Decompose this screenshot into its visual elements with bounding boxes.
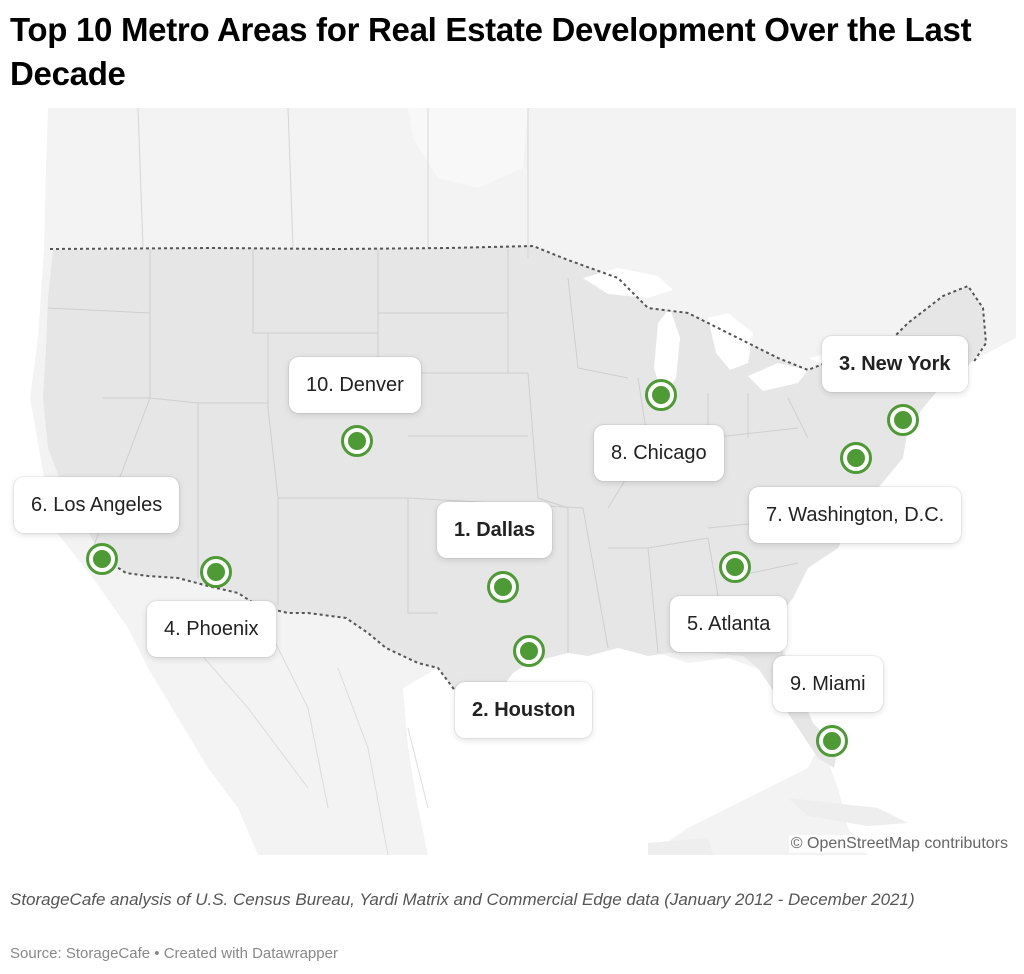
yucatan-tip <box>648 838 713 855</box>
label-chicago[interactable]: 8. Chicago <box>594 425 724 481</box>
lake-superior <box>583 268 673 298</box>
source-created[interactable]: Created with Datawrapper <box>163 945 338 962</box>
marker-dot <box>823 732 841 750</box>
marker-houston[interactable] <box>513 635 545 667</box>
label-dallas[interactable]: 1. Dallas <box>437 502 553 558</box>
source-separator: • <box>150 945 164 962</box>
source-prefix: Source: <box>10 945 66 962</box>
chart-notes: StorageCafe analysis of U.S. Census Bure… <box>10 890 915 909</box>
lake-huron <box>708 313 753 370</box>
pacific-ocean <box>8 398 258 855</box>
label-houston[interactable]: 2. Houston <box>455 682 593 738</box>
label-denver[interactable]: 10. Denver <box>289 357 421 413</box>
marker-los-angeles[interactable] <box>86 543 118 575</box>
marker-dot <box>520 642 538 660</box>
marker-svg <box>86 379 919 757</box>
marker-dot <box>652 386 670 404</box>
source-name[interactable]: StorageCafe <box>65 945 151 962</box>
chart-title: Top 10 Metro Areas for Real Estate Devel… <box>10 11 972 92</box>
pacific-ocean-north <box>8 108 48 458</box>
marker-dot <box>726 558 744 576</box>
marker-dot <box>847 449 865 467</box>
marker-atlanta[interactable] <box>719 551 751 583</box>
label-miami[interactable]: 9. Miami <box>773 656 883 712</box>
lake-erie <box>748 363 808 391</box>
label-phoenix[interactable]: 4. Phoenix <box>147 601 276 657</box>
marker-chicago[interactable] <box>645 379 677 411</box>
marker-denver[interactable] <box>341 425 373 457</box>
label-los-angeles[interactable]: 6. Los Angeles <box>14 477 180 533</box>
marker-dot <box>894 411 912 429</box>
marker-dot <box>494 578 512 596</box>
atlantic-ocean <box>778 338 1016 855</box>
province-lines <box>137 108 529 258</box>
marker-new-york[interactable] <box>887 404 919 436</box>
map-attribution[interactable]: © OpenStreetMap contributors <box>788 835 1010 853</box>
lake-michigan <box>654 308 680 398</box>
label-new-york[interactable]: 3. New York <box>822 336 968 392</box>
canada-north <box>408 108 528 188</box>
cuba <box>788 798 908 826</box>
mexico-border <box>102 557 478 709</box>
label-atlanta[interactable]: 5. Atlanta <box>670 596 788 652</box>
marker-phoenix[interactable] <box>200 556 232 588</box>
canada-border <box>49 244 988 372</box>
chart-source: Source: StorageCafe • Created with Dataw… <box>10 945 338 962</box>
marker-washington-d-c[interactable] <box>840 442 872 474</box>
marker-dallas[interactable] <box>487 571 519 603</box>
map-panel[interactable]: 1. Dallas 2. Houston 3. New York 4. Phoe… <box>8 108 1016 855</box>
marker-dot <box>93 550 111 568</box>
marker-miami[interactable] <box>816 725 848 757</box>
label-washington-dc[interactable]: 7. Washington, D.C. <box>749 487 962 543</box>
marker-dot <box>207 563 225 581</box>
marker-dot <box>348 432 366 450</box>
